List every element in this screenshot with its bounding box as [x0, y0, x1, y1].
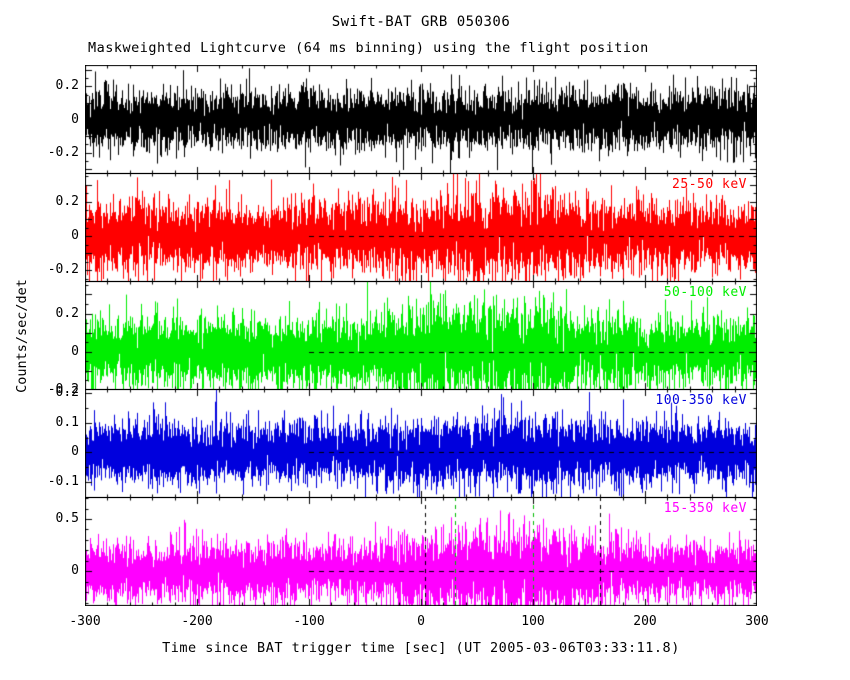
panel-1: 25-50 keV [85, 173, 757, 282]
x-tick-label: -300 [69, 614, 101, 629]
panel-energy-label: 15-350 keV [663, 501, 747, 516]
panel-4: 15-350 keV [85, 497, 757, 606]
panel-canvas-3 [85, 389, 757, 498]
y-tick-label: -0.1 [47, 473, 79, 489]
y-tick-label: 0 [71, 111, 79, 127]
y-tick-label: 0 [71, 343, 79, 359]
panel-energy-label: 25-50 keV [672, 177, 747, 192]
y-tick-label: 0.2 [55, 385, 79, 401]
panel-3: 100-350 keV [85, 389, 757, 498]
y-tick-label: -0.2 [47, 144, 79, 160]
y-tick-label: 0 [71, 563, 79, 579]
y-tick-label: 0 [71, 444, 79, 460]
x-tick-label: 300 [745, 614, 769, 629]
panel-0 [85, 65, 757, 174]
panel-canvas-4 [85, 497, 757, 606]
x-tick-label: 0 [417, 614, 425, 629]
y-tick-label: 0.1 [55, 414, 79, 430]
y-tick-label: 0 [71, 228, 79, 244]
panel-canvas-1 [85, 173, 757, 282]
x-tick-label: -100 [293, 614, 325, 629]
x-tick-label: 100 [521, 614, 545, 629]
y-tick-label: 0.2 [55, 193, 79, 209]
y-tick-label: -0.2 [47, 382, 79, 397]
y-tick-label: 0.5 [55, 511, 79, 526]
x-tick-label: -200 [181, 614, 213, 629]
panel-energy-label: 50-100 keV [663, 285, 747, 300]
y-tick-label: -0.2 [47, 262, 79, 278]
panel-canvas-2 [85, 281, 757, 390]
y-tick-label: 0.2 [55, 78, 79, 94]
y-tick-label: 0.2 [55, 305, 79, 321]
figure-title: Swift-BAT GRB 050306 [331, 14, 511, 30]
panel-2: 50-100 keV [85, 281, 757, 390]
figure-subtitle: Maskweighted Lightcurve (64 ms binning) … [88, 40, 649, 56]
x-axis-label: Time since BAT trigger time [sec] (UT 20… [162, 640, 680, 656]
x-tick-label: 200 [633, 614, 657, 629]
panel-canvas-0 [85, 65, 757, 174]
panel-energy-label: 100-350 keV [655, 393, 747, 408]
